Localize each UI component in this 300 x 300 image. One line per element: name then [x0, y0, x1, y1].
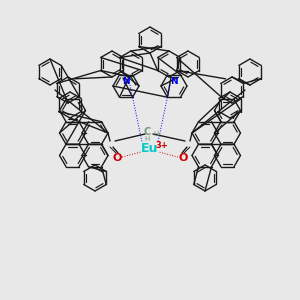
- Text: Eu: Eu: [141, 142, 159, 154]
- Text: H: H: [144, 136, 150, 142]
- Text: N: N: [122, 77, 130, 86]
- Text: O: O: [178, 153, 188, 163]
- Text: C: C: [143, 127, 151, 137]
- Text: ⁻: ⁻: [120, 76, 124, 80]
- Text: O: O: [112, 153, 122, 163]
- Text: H: H: [153, 131, 159, 137]
- Text: 3+: 3+: [156, 142, 168, 151]
- Text: ⁻: ⁻: [176, 76, 180, 80]
- Text: N: N: [170, 77, 178, 86]
